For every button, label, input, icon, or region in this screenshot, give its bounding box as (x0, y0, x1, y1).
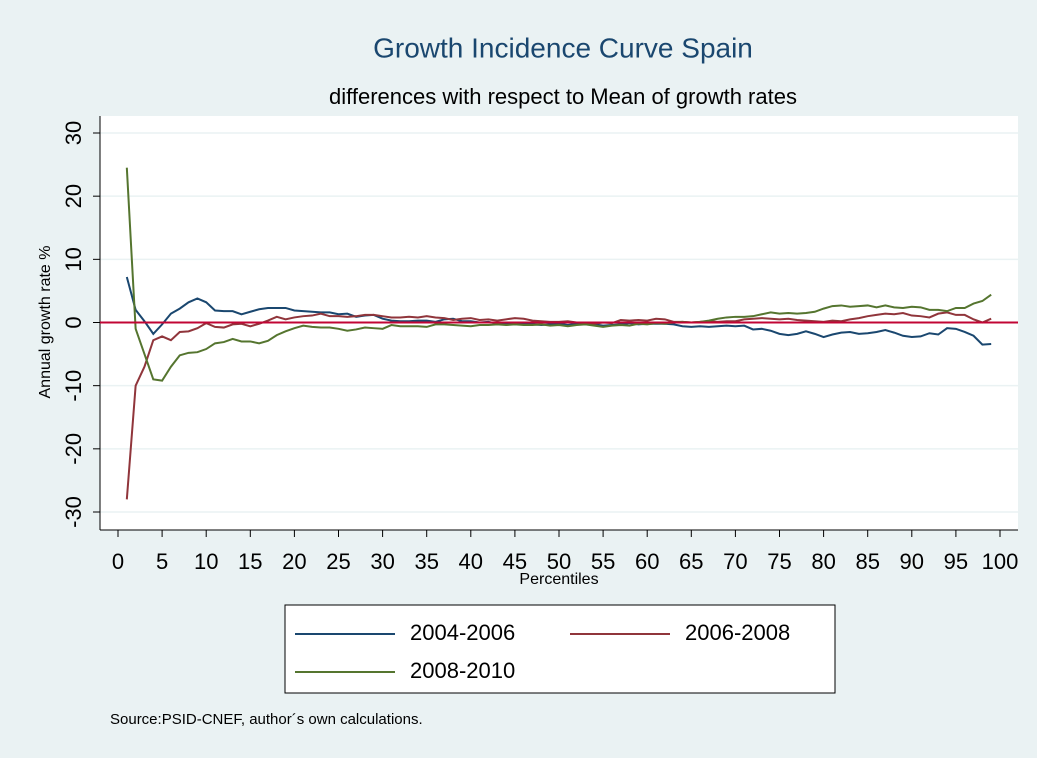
x-tick-label: 85 (855, 549, 879, 574)
data-line (125, 167, 992, 382)
legend-label: 2004-2006 (410, 620, 515, 645)
x-tick-label: 35 (414, 549, 438, 574)
data-line (125, 276, 992, 346)
x-tick-label: 5 (156, 549, 168, 574)
y-axis-title: Annual growth rate % (37, 246, 54, 399)
x-tick-label: 90 (900, 549, 924, 574)
x-tick-label: 100 (982, 549, 1019, 574)
x-tick-label: 65 (679, 549, 703, 574)
x-tick-label: 55 (591, 549, 615, 574)
x-tick-label: 45 (503, 549, 527, 574)
x-tick-label: 75 (767, 549, 791, 574)
y-tick-label: 20 (61, 184, 86, 208)
y-tick-label: -10 (61, 370, 86, 402)
y-tick-label: 0 (61, 316, 86, 328)
x-tick-label: 30 (370, 549, 394, 574)
x-tick-label: 15 (238, 549, 262, 574)
x-tick-label: 0 (112, 549, 124, 574)
x-tick-label: 60 (635, 549, 659, 574)
x-tick-label: 10 (194, 549, 218, 574)
chart-title: Growth Incidence Curve Spain (373, 32, 753, 63)
chart-subtitle: differences with respect to Mean of grow… (329, 84, 797, 109)
legend-box (284, 604, 836, 694)
legend-label: 2008-2010 (410, 658, 515, 683)
x-tick-label: 70 (723, 549, 747, 574)
y-tick-label: 10 (61, 247, 86, 271)
source-note: Source:PSID-CNEF, author´s own calculati… (110, 711, 423, 728)
x-tick-label: 40 (459, 549, 483, 574)
x-axis-title: Percentiles (519, 571, 598, 588)
x-tick-label: 50 (547, 549, 571, 574)
x-tick-label: 25 (326, 549, 350, 574)
y-tick-label: -30 (61, 496, 86, 528)
x-tick-label: 20 (282, 549, 306, 574)
x-tick-label: 95 (944, 549, 968, 574)
y-tick-label: 30 (61, 121, 86, 145)
y-tick-label: -20 (61, 433, 86, 465)
legend-label: 2006-2008 (685, 620, 790, 645)
x-tick-label: 80 (811, 549, 835, 574)
